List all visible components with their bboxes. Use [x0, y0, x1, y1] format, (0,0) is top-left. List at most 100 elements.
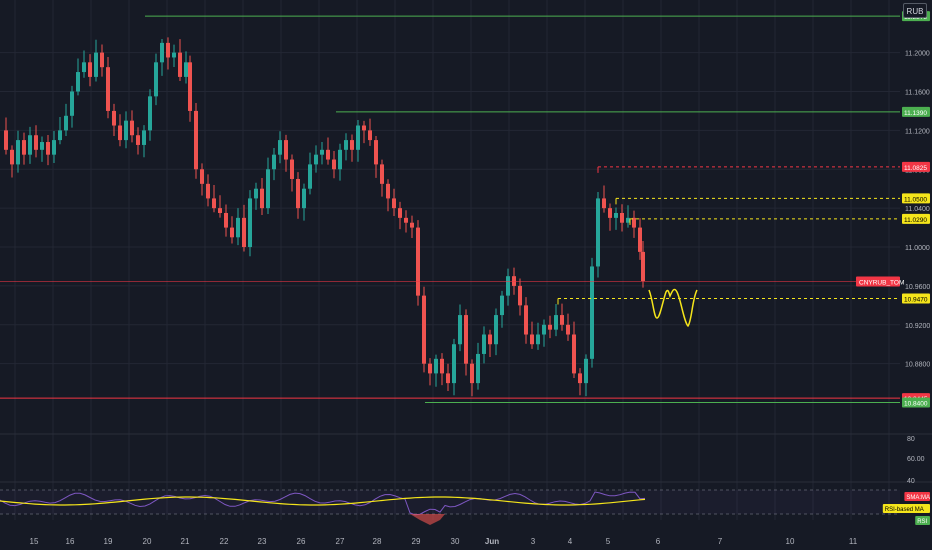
candle-body	[500, 295, 504, 316]
candle-body	[344, 140, 348, 150]
candle-body	[242, 217, 246, 248]
rsi-oversold-fill	[410, 514, 445, 525]
candle-body	[200, 169, 204, 184]
time-tick-label: 7	[718, 537, 723, 546]
candle-body	[602, 198, 606, 209]
candle-body	[248, 198, 252, 248]
candle-body	[46, 142, 50, 155]
candle-body	[94, 52, 98, 77]
candle-body	[470, 363, 474, 384]
candle-body	[218, 208, 222, 213]
candle-body	[326, 149, 330, 160]
candle-body	[608, 208, 612, 218]
candle-body	[410, 222, 414, 228]
candle-body	[350, 140, 354, 150]
time-tick-label: 29	[412, 537, 421, 546]
candle-body	[52, 140, 56, 155]
price-label-tag	[902, 397, 930, 408]
price-tick-label: 11.2000	[905, 51, 930, 58]
candle-body	[58, 130, 62, 141]
candle-body	[380, 164, 384, 184]
candle-body	[632, 217, 636, 228]
candle-body	[374, 140, 378, 165]
candle-body	[4, 130, 8, 150]
time-axis	[0, 533, 932, 550]
candle-body	[338, 149, 342, 170]
candle-body	[518, 285, 522, 306]
candle-body	[446, 373, 450, 384]
candle-body	[614, 213, 618, 218]
candle-body	[314, 154, 318, 165]
currency-selector[interactable]: RUB	[903, 3, 927, 18]
symbol-label: CNYRUB_TOM	[859, 280, 904, 287]
candle-body	[142, 130, 146, 145]
candle-body	[296, 178, 300, 209]
price-label-tag	[902, 213, 930, 224]
time-tick-label: 30	[451, 537, 460, 546]
rsi-band-fill	[0, 490, 900, 514]
rsi-label-tag	[882, 504, 930, 513]
candle-body	[452, 344, 456, 384]
price-label-tag	[902, 161, 930, 172]
candle-body	[184, 62, 188, 77]
rsi-tick-label: 40	[907, 478, 915, 485]
candle-body	[308, 164, 312, 189]
time-tick-label: 3	[531, 537, 536, 546]
projection-drawing	[648, 288, 698, 328]
rsi-label-text: SMA:MA	[906, 495, 930, 501]
candle-body	[494, 315, 498, 345]
candle-body	[434, 358, 438, 374]
time-tick-label: 26	[297, 537, 306, 546]
price-tick-label: 10.8800	[905, 362, 930, 369]
candle-body	[566, 324, 570, 335]
price-tick-label: 11.0400	[905, 206, 930, 213]
candle-body	[320, 149, 324, 155]
candle-body	[458, 315, 462, 345]
candle-body	[100, 52, 104, 68]
candle-body	[332, 159, 336, 170]
candle-body	[130, 120, 134, 136]
candle-body	[160, 42, 164, 63]
candle-body	[641, 251, 645, 282]
candle-body	[290, 159, 294, 179]
candle-body	[284, 140, 288, 160]
candle-body	[188, 62, 192, 111]
time-tick-label: 27	[336, 537, 345, 546]
candle-body	[76, 72, 80, 92]
candle-body	[554, 315, 558, 330]
candle-body	[148, 96, 152, 131]
candle-body	[638, 227, 642, 252]
candle-body	[572, 334, 576, 374]
price-label-tag	[902, 293, 930, 304]
time-tick-label: 15	[30, 537, 39, 546]
time-tick-label: 22	[220, 537, 229, 546]
candle-body	[368, 130, 372, 141]
price-label-text: 11.0500	[904, 196, 927, 203]
price-tick-label: 11.1200	[905, 128, 930, 135]
time-tick-label: 21	[181, 537, 190, 546]
candle-body	[464, 315, 468, 364]
candle-body	[278, 140, 282, 155]
candle-body	[194, 110, 198, 170]
candle-body	[590, 266, 594, 359]
rsi-label-text: RSI-based MA	[885, 507, 924, 513]
price-axis	[900, 0, 932, 550]
candle-body	[422, 295, 426, 364]
price-tick-label: 11.0000	[905, 245, 930, 252]
candle-body	[524, 305, 528, 335]
time-tick-label: Jun	[485, 537, 499, 546]
price-label-tag	[902, 193, 930, 204]
candle-body	[416, 227, 420, 296]
candle-body	[124, 120, 128, 141]
candle-body	[10, 149, 14, 165]
time-tick-label: 20	[143, 537, 152, 546]
candle-body	[488, 334, 492, 345]
price-label-text: 10.9470	[904, 297, 928, 304]
grid	[0, 0, 900, 520]
time-tick-label: 6	[656, 537, 661, 546]
candle-body	[230, 227, 234, 238]
candle-body	[178, 52, 182, 77]
symbol-tag	[856, 276, 900, 287]
